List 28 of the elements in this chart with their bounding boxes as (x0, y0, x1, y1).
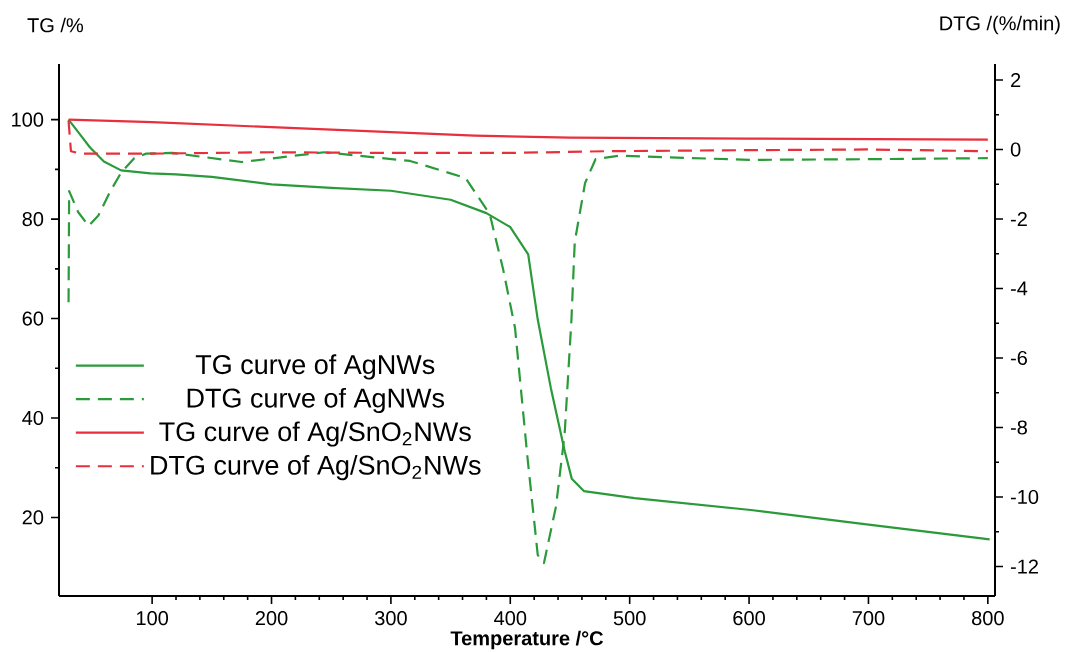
y2-axis-title: DTG /(%/min) (940, 15, 1060, 35)
y2-tick-label: -8 (1010, 420, 1027, 435)
y-axis-title: TG /% (27, 17, 84, 33)
x-tick-label: 600 (733, 611, 765, 626)
x-tick-label: 500 (613, 611, 646, 626)
y-tick-label: 100 (12, 112, 44, 127)
y2-tick-label: -2 (1010, 211, 1027, 226)
y-tick-label: 80 (22, 212, 44, 227)
legend-label: TG curve of AgNWs (195, 354, 435, 380)
y2-tick-label: -6 (1010, 350, 1027, 366)
y2-tick-label: -4 (1010, 281, 1028, 296)
y2-tick-label: -10 (1010, 489, 1039, 505)
x-tick-label: 100 (136, 611, 169, 626)
legend-label: DTG curve of AgNWs (187, 387, 445, 414)
y-tick-label: 60 (22, 311, 44, 326)
y-tick-label: 40 (22, 410, 44, 426)
x-tick-label: 300 (374, 611, 407, 626)
x-tick-label: 400 (494, 611, 527, 626)
x-tick-label: 800 (972, 611, 1004, 626)
x-axis-title: Temperature /°C (450, 630, 604, 650)
legend-label: DTG curve of Ag/SnO$_{2}$NWs (151, 454, 481, 481)
y-tick-label: 20 (22, 510, 44, 525)
x-tick-label: 700 (852, 611, 885, 626)
x-tick-label: 200 (255, 611, 288, 626)
y2-tick-label: 2 (1011, 73, 1021, 87)
y2-tick-label: -12 (1010, 559, 1038, 574)
legend-label: TG curve of Ag/SnO$_{2}$NWs (159, 421, 471, 447)
y2-tick-label: 0 (1010, 142, 1021, 157)
